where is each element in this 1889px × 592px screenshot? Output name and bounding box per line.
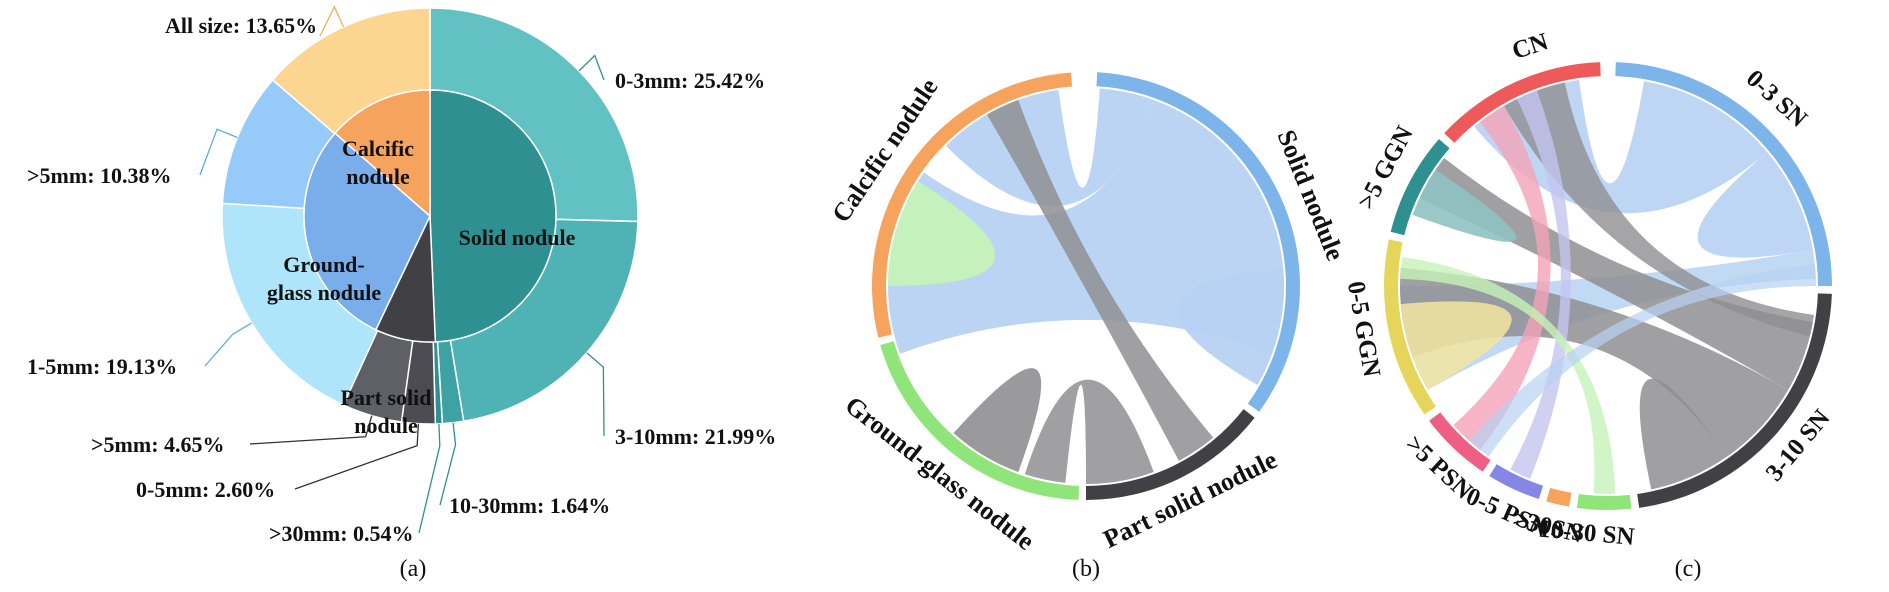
group-arc-3-10-sn — [1637, 293, 1832, 508]
ribbon-10 — [1510, 90, 1571, 479]
caption-a: (a) — [400, 556, 427, 582]
ribbon-part-solid-calcific — [987, 99, 1214, 461]
leader-line-6 — [204, 322, 252, 367]
group-arc-10-30-sn — [1576, 493, 1632, 510]
ribbon-3 — [1419, 157, 1813, 390]
ribbon-12 — [1468, 264, 1816, 457]
outer-label-30mm-0-54: >30mm: 0.54% — [269, 521, 414, 546]
caption-b: (b) — [1072, 556, 1100, 582]
group-arc-30sn — [1546, 487, 1572, 507]
inner-label-3-0: Calcific — [342, 136, 414, 161]
inner-label-2-0: Ground- — [283, 252, 365, 277]
outer-label-all-size-13-65: All size: 13.65% — [165, 13, 317, 38]
leader-line-2 — [439, 422, 457, 506]
group-arc-cn — [1444, 62, 1601, 143]
ribbon-7 — [1400, 301, 1512, 390]
ribbon-solid-self — [1177, 268, 1284, 385]
group-arc-5-psn — [1429, 412, 1491, 472]
ribbon-part-solid-self — [953, 368, 1042, 473]
inner-slice-calcific-nodule — [334, 89, 431, 218]
outer-label-10-30mm-1-64: 10-30mm: 1.64% — [449, 493, 610, 518]
caption-c: (c) — [1675, 556, 1702, 582]
inner-slice-ground-glass-nodule — [303, 132, 431, 331]
ribbon-ground-glass-self — [888, 181, 996, 286]
outer-label-0-3mm-25-42: 0-3mm: 25.42% — [615, 68, 765, 93]
inner-label-1-0: Part solid — [340, 385, 431, 410]
inner-slice-solid-nodule — [429, 89, 557, 343]
group-arc-ground-glass-nodule — [880, 341, 1080, 500]
inner-label-2-1: glass nodule — [267, 280, 382, 305]
ribbon-1 — [1697, 152, 1813, 258]
outer-label-5mm-10-38: >5mm: 10.38% — [27, 163, 172, 188]
ribbon-8 — [1412, 169, 1517, 242]
group-label-0-5-ggn: 0-5 GGN — [1342, 279, 1385, 379]
outer-label-3-10mm-21-99: 3-10mm: 21.99% — [615, 424, 776, 449]
leader-line-5 — [249, 415, 373, 445]
group-arc-solid-nodule — [1096, 72, 1300, 412]
leader-line-7 — [199, 128, 238, 176]
ribbon-6 — [1504, 82, 1814, 337]
ribbon-solid-ground-glass — [887, 99, 1284, 354]
leader-line-8 — [319, 5, 345, 37]
leader-line-3 — [418, 423, 441, 534]
group-arc-0-3-sn — [1615, 62, 1832, 286]
panel-a-sunburst: Solid nodule Part solid nodule Ground-glass… — [27, 5, 776, 546]
group-arc-5-ggn — [1390, 139, 1450, 236]
inner-label-3-1: nodule — [346, 164, 410, 189]
inner-label-0-0: Solid nodule — [459, 225, 576, 250]
ribbon-part-solid-ground-glass — [1024, 379, 1154, 484]
group-arc-0-5-ggn — [1384, 239, 1436, 415]
ribbon-5 — [1639, 378, 1728, 490]
leader-line-1 — [586, 352, 605, 437]
group-arc-part-solid-nodule — [1086, 409, 1255, 500]
inner-label-1-1: nodule — [354, 413, 418, 438]
group-label-3-10-sn: 3-10 SN — [1761, 405, 1836, 487]
outer-label-0-5mm-2-60: 0-5mm: 2.60% — [136, 477, 275, 502]
leader-line-4 — [294, 423, 420, 490]
outer-label-5mm-4-65: >5mm: 4.65% — [91, 432, 225, 457]
group-label-cn: CN — [1509, 28, 1552, 65]
leader-line-0 — [578, 54, 605, 81]
ribbon-9 — [1453, 105, 1551, 450]
outer-label-1-5mm-19-13: 1-5mm: 19.13% — [27, 354, 177, 379]
group-arc-0-5-psn — [1489, 464, 1544, 500]
